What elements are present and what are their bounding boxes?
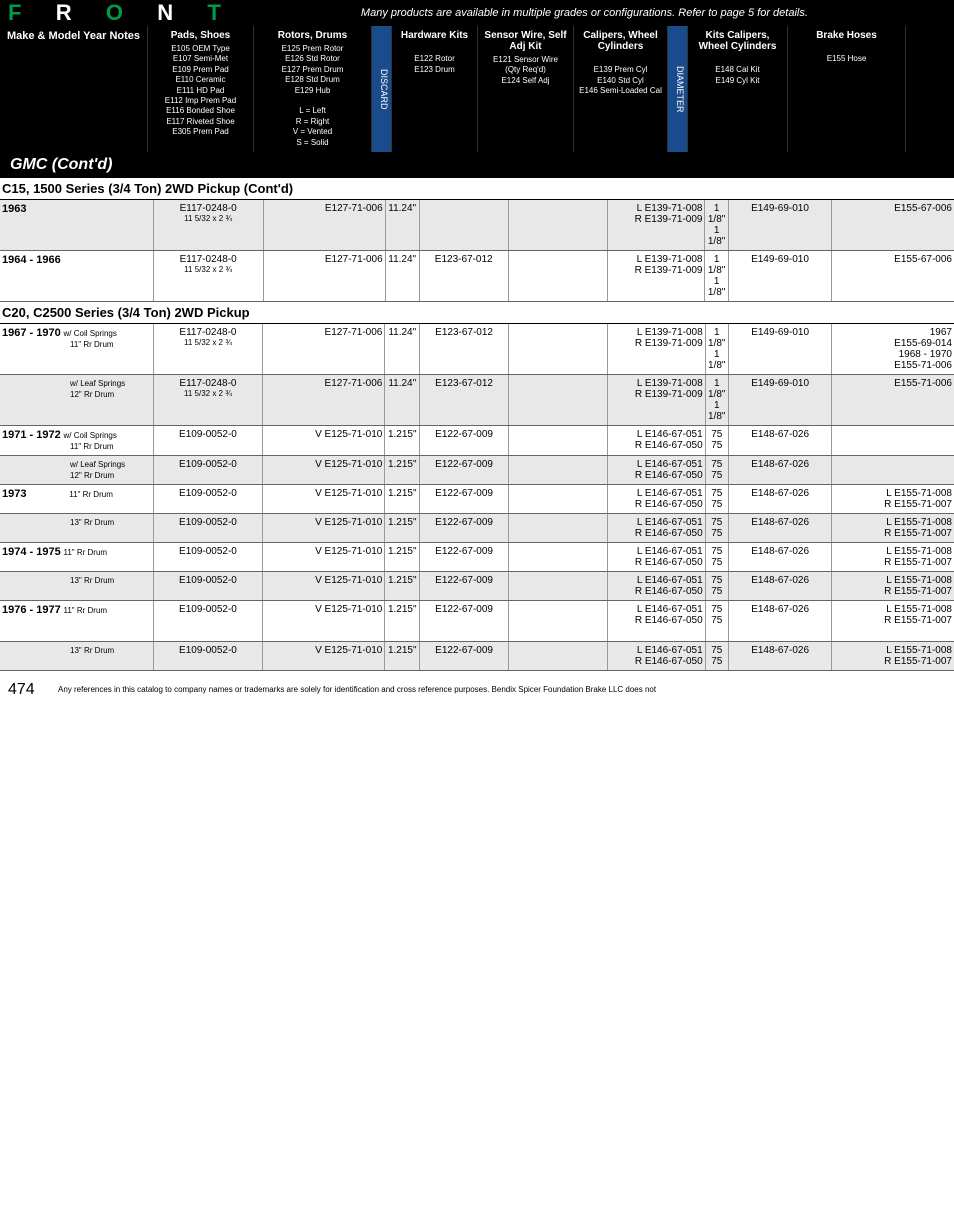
table-row: 1963 E117-0248-011 5/32 x 2 ¾ E127-71-00… (0, 200, 954, 251)
section-gmc: GMC (Cont'd) (0, 152, 954, 178)
col-sensor: Sensor Wire, Self Adj KitE121 Sensor Wir… (478, 26, 574, 152)
table-row: w/ Leaf Springs12" Rr Drum E117-0248-011… (0, 374, 954, 425)
hose-code: E155-67-006 (832, 200, 954, 251)
section-c15: C15, 1500 Series (3/4 Ton) 2WD Pickup (C… (0, 178, 954, 200)
section-c20: C20, C2500 Series (3/4 Ton) 2WD Pickup (0, 302, 954, 324)
kits-code: E149-69-010 (728, 200, 832, 251)
pads-code: E117-0248-0 (156, 203, 261, 214)
column-headers: Make & Model Year Notes Pads, ShoesE105 … (0, 26, 954, 152)
table-row: 13" Rr Drum E109-0052-0 V E125-71-010 1.… (0, 641, 954, 670)
col-hoses: Brake Hoses E155 Hose (788, 26, 906, 152)
caliper-r: R E139-71-009 (610, 214, 702, 225)
letter-t: T (207, 0, 222, 25)
rotors-code: E127-71-006 (263, 200, 385, 251)
col-calipers: Calipers, Wheel Cylinders E139 Prem Cyl … (574, 26, 668, 152)
col-kits: Kits Calipers, Wheel Cylinders E148 Cal … (688, 26, 788, 152)
letter-r: R (56, 0, 74, 25)
data-table: 1963 E117-0248-011 5/32 x 2 ¾ E127-71-00… (0, 200, 954, 302)
header-note: Many products are available in multiple … (223, 7, 946, 19)
col-discard: DISCARD (372, 26, 392, 152)
table-row: 1967 - 1970 w/ Coil Springs11" Rr Drum E… (0, 324, 954, 375)
diameter-val: 1 1/8" (707, 203, 725, 225)
col-hardware: Hardware Kits E122 Rotor E123 Drum (392, 26, 478, 152)
year-label: 1964 - 1966 (2, 254, 61, 266)
pads-size: 11 5/32 x 2 ¾ (156, 214, 261, 223)
front-label: F R O N T (8, 0, 223, 26)
letter-o: O (106, 0, 125, 25)
disclaimer-text: Any references in this catalog to compan… (58, 685, 656, 694)
letter-f: F (8, 0, 23, 25)
col-make: Make & Model Year Notes (0, 26, 148, 152)
discard-val: 11.24" (385, 200, 419, 251)
table-row: 1974 - 1975 11" Rr Drum E109-0052-0 V E1… (0, 542, 954, 571)
caliper-l: L E139-71-008 (610, 203, 702, 214)
data-table-2: 1967 - 1970 w/ Coil Springs11" Rr Drum E… (0, 324, 954, 671)
table-row: 13" Rr Drum E109-0052-0 V E125-71-010 1.… (0, 513, 954, 542)
table-row: 1964 - 1966 E117-0248-011 5/32 x 2 ¾ E12… (0, 250, 954, 301)
letter-n: N (157, 0, 175, 25)
table-row: 1973 11" Rr Drum E109-0052-0 V E125-71-0… (0, 484, 954, 513)
table-row: 1971 - 1972 w/ Coil Springs11" Rr Drum E… (0, 425, 954, 455)
page-number: 474 (8, 681, 58, 699)
year-label: 1963 (2, 203, 26, 215)
col-diameter: DIAMETER (668, 26, 688, 152)
page-footer: 474 Any references in this catalog to co… (0, 671, 954, 703)
table-row: 1976 - 1977 11" Rr Drum E109-0052-0 V E1… (0, 600, 954, 641)
top-bar: F R O N T Many products are available in… (0, 0, 954, 26)
table-row: 13" Rr Drum E109-0052-0 V E125-71-010 1.… (0, 571, 954, 600)
table-row: w/ Leaf Springs12" Rr Drum E109-0052-0 V… (0, 455, 954, 484)
col-rotors: Rotors, DrumsE125 Prem Rotor E126 Std Ro… (254, 26, 372, 152)
col-pads: Pads, ShoesE105 OEM Type E107 Semi-Met E… (148, 26, 254, 152)
